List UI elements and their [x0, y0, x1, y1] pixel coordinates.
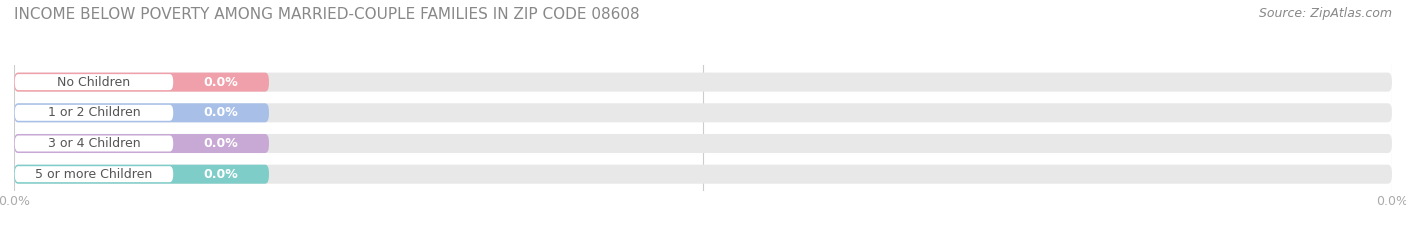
Text: 0.0%: 0.0% [204, 76, 239, 89]
FancyBboxPatch shape [14, 73, 1392, 92]
Text: 0.0%: 0.0% [204, 106, 239, 119]
Text: 0.0%: 0.0% [204, 137, 239, 150]
FancyBboxPatch shape [14, 74, 173, 90]
Text: Source: ZipAtlas.com: Source: ZipAtlas.com [1258, 7, 1392, 20]
FancyBboxPatch shape [14, 105, 173, 121]
Text: 5 or more Children: 5 or more Children [35, 168, 153, 181]
Text: 3 or 4 Children: 3 or 4 Children [48, 137, 141, 150]
Text: No Children: No Children [58, 76, 131, 89]
FancyBboxPatch shape [14, 103, 269, 122]
FancyBboxPatch shape [14, 134, 269, 153]
FancyBboxPatch shape [14, 165, 1392, 184]
FancyBboxPatch shape [14, 103, 1392, 122]
FancyBboxPatch shape [14, 166, 173, 182]
FancyBboxPatch shape [14, 134, 1392, 153]
Text: 0.0%: 0.0% [204, 168, 239, 181]
Text: 1 or 2 Children: 1 or 2 Children [48, 106, 141, 119]
Text: INCOME BELOW POVERTY AMONG MARRIED-COUPLE FAMILIES IN ZIP CODE 08608: INCOME BELOW POVERTY AMONG MARRIED-COUPL… [14, 7, 640, 22]
FancyBboxPatch shape [14, 136, 173, 151]
FancyBboxPatch shape [14, 73, 269, 92]
FancyBboxPatch shape [14, 165, 269, 184]
